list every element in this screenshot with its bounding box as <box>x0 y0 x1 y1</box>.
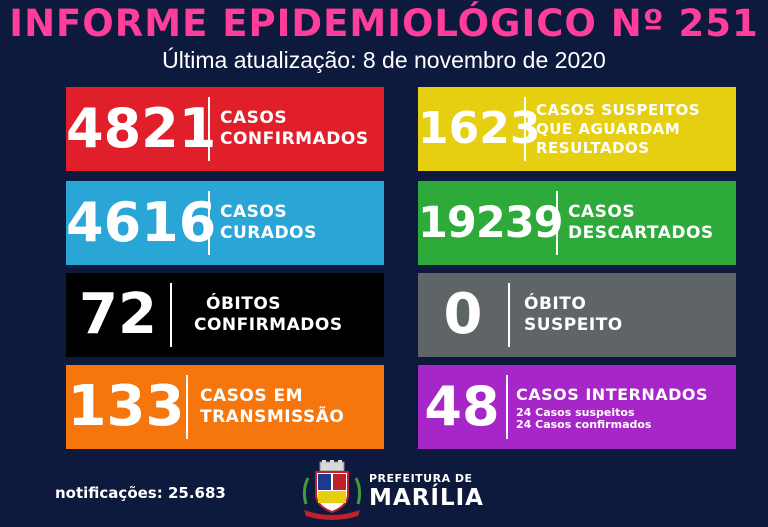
card-label-line: CURADOS <box>220 223 317 243</box>
card-label-line: CASOS <box>568 202 636 222</box>
prefeitura-line2: MARÍLIA <box>369 485 484 511</box>
card-label-line: CONFIRMADOS <box>220 129 369 149</box>
card-cured-cases: 4616 CASOS CURADOS <box>66 181 384 265</box>
divider <box>208 191 210 255</box>
card-confirmed-deaths: 72 ÓBITOS CONFIRMADOS <box>66 273 384 357</box>
divider <box>506 375 508 439</box>
card-value: 1623 <box>418 103 541 154</box>
card-label-line: CASOS <box>220 202 288 222</box>
divider <box>524 97 526 161</box>
prefeitura-line1: PREFEITURA DE <box>369 472 473 485</box>
card-label: CASOS SUSPEITOS QUE AGUARDAM RESULTADOS <box>526 101 700 158</box>
card-label-line: QUE AGUARDAM <box>536 119 681 138</box>
card-value: 0 <box>443 282 483 347</box>
card-label: CASOS CURADOS <box>210 202 317 244</box>
card-discarded-cases: 19239 CASOS DESCARTADOS <box>418 181 736 265</box>
card-label-line: RESULTADOS <box>536 138 650 157</box>
prefeitura-logo-text: PREFEITURA DE MARÍLIA <box>369 472 484 511</box>
card-label: ÓBITOS CONFIRMADOS <box>172 294 343 336</box>
card-label: CASOS CONFIRMADOS <box>210 108 369 150</box>
last-update: Última atualização: 8 de novembro de 202… <box>162 47 606 73</box>
card-transmission-cases: 133 CASOS EM TRANSMISSÃO <box>66 365 384 449</box>
divider <box>170 283 172 347</box>
divider <box>508 283 510 347</box>
card-label: CASOS INTERNADOS 24 Casos suspeitos 24 C… <box>508 384 708 431</box>
card-label-line: CASOS INTERNADOS <box>516 384 709 404</box>
card-hospitalized-cases: 48 CASOS INTERNADOS 24 Casos suspeitos 2… <box>418 365 736 449</box>
card-label-line: ÓBITO <box>524 294 587 314</box>
card-detail-line: 24 Casos suspeitos <box>516 405 635 419</box>
card-label-line: CASOS EM <box>200 386 304 406</box>
coat-of-arms-icon <box>302 460 362 520</box>
card-detail-line: 24 Casos confirmados <box>516 417 652 431</box>
card-label-line: SUSPEITO <box>524 315 623 335</box>
card-label: ÓBITO SUSPEITO <box>510 294 623 336</box>
card-label-line: ÓBITOS <box>206 294 282 314</box>
card-label-line: CASOS <box>220 108 288 128</box>
page-title: INFORME EPIDEMIOLÓGICO Nº 251 <box>9 2 759 45</box>
divider <box>208 97 210 161</box>
notifications-count: notificações: 25.683 <box>55 484 226 502</box>
card-value: 19239 <box>418 197 564 248</box>
card-label-line: DESCARTADOS <box>568 223 714 243</box>
card-label: CASOS EM TRANSMISSÃO <box>188 386 344 428</box>
card-value: 4616 <box>66 191 217 254</box>
card-label-line: CASOS SUSPEITOS <box>536 100 701 119</box>
card-suspected-death: 0 ÓBITO SUSPEITO <box>418 273 736 357</box>
card-label-line: TRANSMISSÃO <box>200 407 345 427</box>
card-value: 133 <box>67 374 185 439</box>
divider <box>556 191 558 255</box>
card-value: 72 <box>79 282 157 347</box>
card-label-line: CONFIRMADOS <box>194 315 343 335</box>
card-value: 48 <box>424 375 500 438</box>
card-suspected-cases: 1623 CASOS SUSPEITOS QUE AGUARDAM RESULT… <box>418 87 736 171</box>
divider <box>186 375 188 439</box>
card-label: CASOS DESCARTADOS <box>558 202 714 244</box>
card-confirmed-cases: 4821 CASOS CONFIRMADOS <box>66 87 384 171</box>
card-value: 4821 <box>66 97 217 160</box>
